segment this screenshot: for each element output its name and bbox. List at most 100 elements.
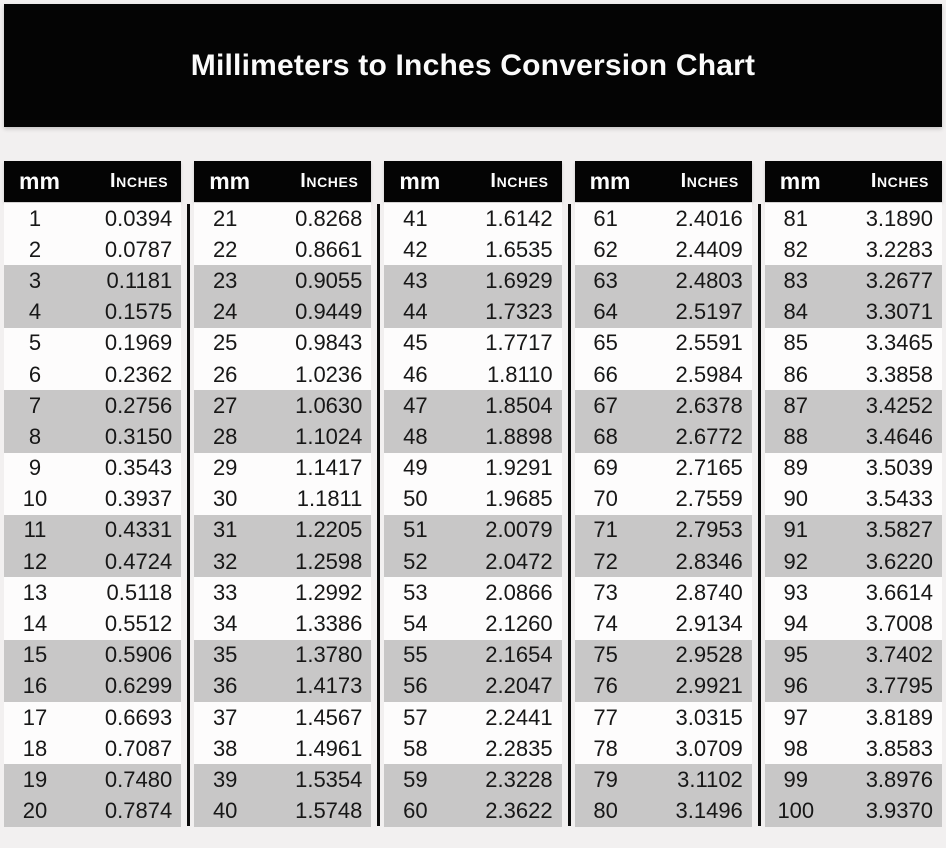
table-row: 78 3.0709 bbox=[574, 733, 752, 765]
mm-value: 9 bbox=[28, 455, 42, 481]
mm-column-header: mm bbox=[209, 168, 251, 194]
table-row: 49 1.9291 bbox=[384, 452, 562, 484]
inches-value: 3.7008 bbox=[865, 611, 933, 637]
table-row: 74 2.9134 bbox=[574, 608, 752, 640]
table-row: 97 3.8189 bbox=[764, 702, 942, 734]
table-row: 71 2.7953 bbox=[574, 514, 752, 547]
mm-value: 1 bbox=[28, 205, 42, 231]
mm-column-header: mm bbox=[19, 168, 60, 194]
table-block-41-60: mm Inches 41 1.6142 42 1.6535 43 1.6929 44 1.73… bbox=[384, 161, 571, 827]
inches-value: 1.6535 bbox=[485, 236, 553, 262]
inches-value: 0.1575 bbox=[104, 299, 173, 325]
mm-value: 62 bbox=[593, 236, 618, 262]
mm-value: 34 bbox=[212, 611, 238, 637]
inches-value: 3.6220 bbox=[865, 548, 933, 574]
mm-value: 6 bbox=[28, 361, 42, 387]
inches-value: 0.3937 bbox=[104, 486, 173, 512]
inches-value: 1.4961 bbox=[295, 735, 363, 761]
table-row: 84 3.3071 bbox=[764, 296, 942, 328]
mm-value: 79 bbox=[593, 766, 618, 792]
mm-value: 40 bbox=[212, 798, 238, 824]
inches-value: 3.3071 bbox=[865, 299, 933, 325]
mm-value: 87 bbox=[783, 392, 809, 418]
table-row: 10 0.3937 bbox=[4, 483, 182, 515]
table-row: 85 3.3465 bbox=[764, 327, 942, 359]
mm-value: 61 bbox=[593, 205, 618, 231]
table-row: 18 0.7087 bbox=[4, 733, 182, 765]
inches-value: 2.8346 bbox=[675, 548, 743, 574]
inches-value: 2.2047 bbox=[485, 673, 553, 699]
column-header: mm Inches bbox=[194, 161, 372, 202]
inches-value: 0.0787 bbox=[104, 236, 173, 262]
column-header: mm Inches bbox=[384, 161, 562, 202]
mm-value: 16 bbox=[22, 673, 48, 699]
table-row: 39 1.5354 bbox=[194, 764, 372, 796]
table-row: 51 2.0079 bbox=[384, 514, 562, 547]
table-row: 82 3.2283 bbox=[764, 234, 942, 266]
inches-value: 0.2756 bbox=[104, 392, 173, 418]
mm-value: 48 bbox=[403, 423, 428, 449]
mm-value: 56 bbox=[403, 673, 428, 699]
mm-value: 60 bbox=[403, 798, 428, 824]
table-block-21-40: mm Inches 21 0.8268 22 0.8661 23 0.9055 24 0.94… bbox=[194, 161, 381, 827]
table-row: 70 2.7559 bbox=[574, 483, 752, 515]
table-row: 72 2.8346 bbox=[574, 546, 752, 578]
mm-value: 99 bbox=[783, 766, 809, 792]
inches-value: 1.2598 bbox=[295, 548, 363, 574]
table-row: 95 3.7402 bbox=[764, 639, 942, 671]
mm-value: 45 bbox=[403, 330, 428, 356]
inches-value: 1.1024 bbox=[295, 423, 363, 449]
inches-value: 3.7795 bbox=[865, 673, 933, 699]
table-row: 27 1.0630 bbox=[194, 390, 372, 422]
mm-value: 23 bbox=[212, 267, 238, 293]
mm-value: 95 bbox=[783, 642, 809, 668]
inches-value: 3.4252 bbox=[865, 392, 933, 418]
mm-value: 41 bbox=[403, 205, 428, 231]
inches-value: 1.0630 bbox=[295, 392, 363, 418]
inches-value: 1.6142 bbox=[485, 205, 553, 231]
mm-value: 66 bbox=[593, 361, 618, 387]
table-row: 66 2.5984 bbox=[574, 358, 752, 391]
inches-value: 0.5906 bbox=[104, 642, 173, 668]
inches-value: 0.1181 bbox=[106, 267, 173, 293]
inches-value: 2.0866 bbox=[485, 579, 553, 605]
mm-value: 17 bbox=[22, 704, 48, 730]
mm-value: 38 bbox=[212, 735, 238, 761]
inches-value: 0.6299 bbox=[104, 673, 173, 699]
table-row: 57 2.2441 bbox=[384, 702, 562, 734]
inches-value: 1.9685 bbox=[485, 486, 553, 512]
mm-value: 93 bbox=[783, 579, 809, 605]
table-row: 46 1.8110 bbox=[384, 358, 562, 391]
mm-value: 20 bbox=[22, 798, 48, 824]
mm-value: 52 bbox=[403, 548, 428, 574]
mm-value: 24 bbox=[212, 299, 238, 325]
mm-value: 92 bbox=[783, 548, 809, 574]
inches-value: 2.5591 bbox=[675, 330, 743, 356]
page-title: Millimeters to Inches Conversion Chart bbox=[190, 48, 756, 82]
inches-value: 0.4331 bbox=[104, 517, 173, 543]
table-row: 92 3.6220 bbox=[764, 546, 942, 578]
inches-value: 0.0394 bbox=[104, 205, 173, 231]
inches-value: 3.8189 bbox=[865, 704, 933, 730]
table-row: 14 0.5512 bbox=[4, 608, 182, 640]
table-row: 60 2.3622 bbox=[384, 795, 562, 827]
mm-value: 15 bbox=[22, 642, 48, 668]
inches-value: 2.3228 bbox=[485, 766, 553, 792]
mm-value: 58 bbox=[403, 735, 428, 761]
mm-value: 28 bbox=[212, 423, 238, 449]
table-row: 44 1.7323 bbox=[384, 296, 562, 328]
inches-value: 2.7953 bbox=[675, 517, 743, 543]
table-row: 58 2.2835 bbox=[384, 733, 562, 765]
inches-value: 0.7874 bbox=[104, 798, 173, 824]
table-row: 32 1.2598 bbox=[194, 546, 372, 578]
mm-value: 43 bbox=[403, 267, 428, 293]
table-row: 30 1.1811 bbox=[194, 483, 372, 515]
inches-value: 1.1417 bbox=[295, 455, 363, 481]
mm-value: 5 bbox=[28, 330, 42, 356]
title-bar: Millimeters to Inches Conversion Chart bbox=[4, 4, 942, 127]
mm-value: 73 bbox=[593, 579, 618, 605]
mm-value: 75 bbox=[593, 642, 618, 668]
table-row: 91 3.5827 bbox=[764, 514, 942, 547]
table-row: 38 1.4961 bbox=[194, 733, 372, 765]
block-body: 41 1.6142 42 1.6535 43 1.6929 44 1.7323 45 1.7717… bbox=[384, 203, 562, 827]
